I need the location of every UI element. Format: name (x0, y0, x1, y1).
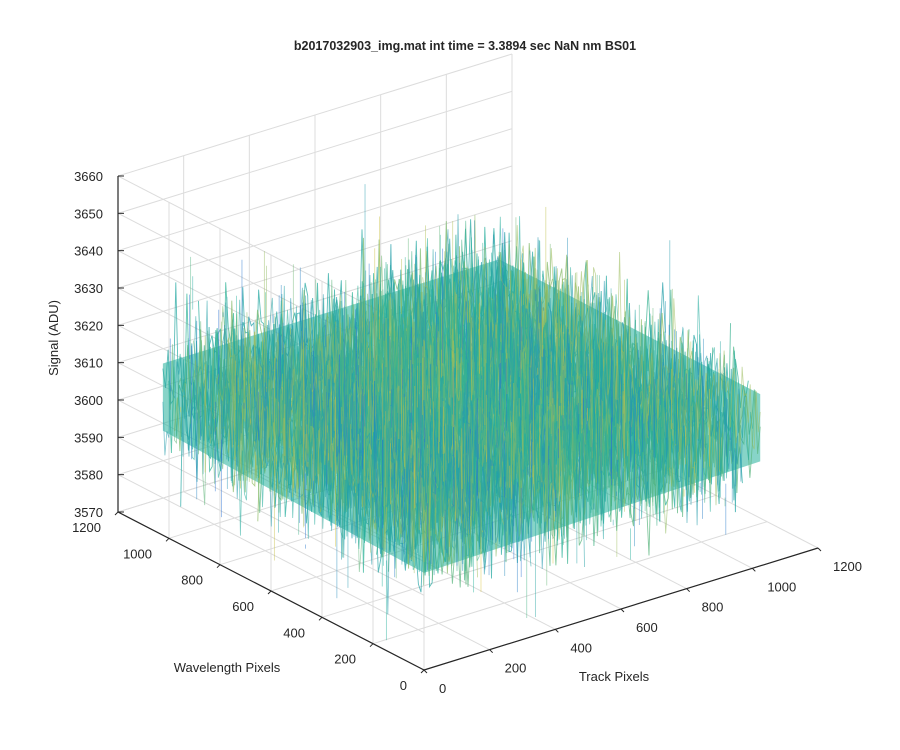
x-tick (751, 567, 756, 572)
axes (114, 175, 822, 674)
y-tick (318, 616, 323, 621)
x-tick (423, 669, 428, 674)
data-surface (162, 184, 761, 641)
z-tick-label: 3610 (74, 356, 103, 371)
x-tick-label: 400 (570, 640, 592, 655)
z-tick-label: 3620 (74, 318, 103, 333)
y-tick-label: 400 (283, 625, 305, 640)
y-tick (216, 564, 221, 569)
x-tick-label: 200 (505, 661, 527, 676)
y-tick (420, 669, 425, 674)
y-tick-label: 1200 (72, 520, 101, 535)
z-axis-label: Signal (ADU) (46, 300, 61, 376)
grid-line (117, 53, 513, 177)
x-tick-label: 600 (636, 620, 658, 635)
x-tick (554, 628, 559, 633)
grid-line (372, 521, 768, 645)
grid-line (117, 90, 513, 214)
z-tick-label: 3580 (74, 468, 103, 483)
grid-line (117, 165, 513, 289)
x-tick-label: 0 (439, 681, 446, 696)
x-axis-label: Track Pixels (579, 669, 650, 684)
grid-line (117, 474, 425, 634)
grid-line (117, 128, 513, 252)
x-tick (620, 608, 625, 613)
x-tick-label: 1200 (833, 559, 862, 574)
y-tick-label: 200 (334, 652, 356, 667)
x-tick (686, 588, 691, 593)
chart-title: b2017032903_img.mat int time = 3.3894 se… (294, 39, 636, 53)
y-tick (369, 643, 374, 648)
y-tick-label: 0 (400, 678, 407, 693)
x-tick-label: 1000 (767, 579, 796, 594)
x-tick-label: 800 (702, 600, 724, 615)
y-tick-label: 1000 (123, 546, 152, 561)
x-tick (489, 649, 494, 654)
y-axis-label: Wavelength Pixels (174, 660, 281, 675)
y-tick (165, 537, 170, 542)
z-tick-label: 3630 (74, 281, 103, 296)
x-tick (817, 547, 822, 552)
z-tick-label: 3570 (74, 505, 103, 520)
z-tick-label: 3600 (74, 393, 103, 408)
y-tick (114, 511, 119, 516)
y-tick-label: 800 (181, 573, 203, 588)
z-tick-label: 3660 (74, 169, 103, 184)
z-tick-label: 3640 (74, 244, 103, 259)
y-tick-label: 600 (232, 599, 254, 614)
surface-mesh-line (261, 285, 524, 554)
z-tick-label: 3590 (74, 430, 103, 445)
tick-labels: 0 200 400 600 800 1000 1200 0 200 400 600 800 1000 12… (72, 169, 862, 696)
z-tick-label: 3650 (74, 206, 103, 221)
surface-mesh-line (483, 237, 746, 482)
y-tick (267, 590, 272, 595)
